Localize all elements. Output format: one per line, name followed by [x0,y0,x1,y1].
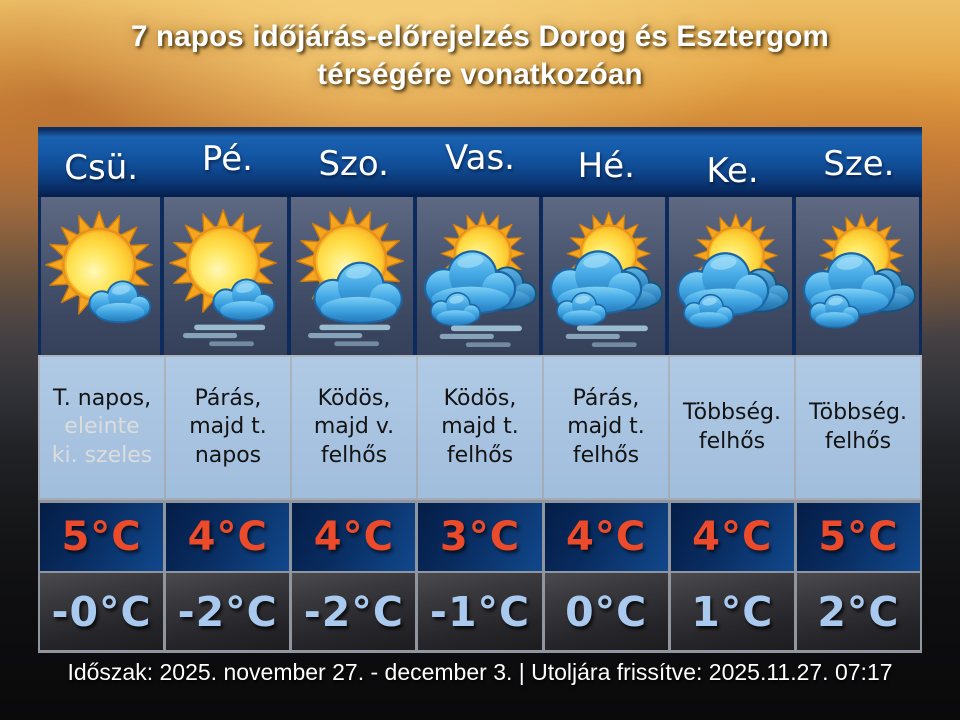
low-temperature: -2°C [166,573,290,650]
day-label-friday: Pé. [201,139,253,179]
icon-cell [543,197,670,355]
day-label-tuesday: Ke. [706,151,759,191]
high-temperature: 4°C [166,503,290,571]
day-label-monday: Hé. [577,146,635,186]
high-temperature: 3°C [418,503,542,571]
high-temperature: 5°C [796,503,920,571]
mostly-sunny-small-cloud-icon [42,205,160,347]
low-temperature: 0°C [544,573,668,650]
high-temperature: 4°C [544,503,668,571]
mostly-cloudy-icon [798,205,916,347]
icon-cell [416,197,544,355]
foggy-then-mostly-cloudy-icon [419,205,537,347]
high-temperature: 5°C [40,503,164,571]
low-temperature: -1°C [418,573,542,650]
page-title: 7 napos időjárás-előrejelzés Dorog és Es… [131,20,829,91]
day-header-row: Csü. Pé. Szo. Vas. Hé. Ke. Sze. [38,127,922,197]
high-temperature-row: 5°C 4°C 4°C 3°C 4°C 4°C 5°C [38,500,922,573]
low-temperature: 2°C [796,573,920,650]
hazy-then-mostly-sunny-icon [166,205,284,347]
low-temperature: -0°C [40,573,164,650]
low-temperature-row: -0°C -2°C -2°C -1°C 0°C 1°C 2°C [38,573,922,653]
icon-cell [38,197,165,355]
foggy-then-partly-cloudy-icon [293,205,411,347]
forecast-table: Csü. Pé. Szo. Vas. Hé. Ke. Sze. T. napos… [38,127,922,653]
day-label-thursday: Csü. [64,148,139,188]
description-row: T. napos, eleinte ki. szeles Párás, majd … [38,355,922,500]
weather-description: Párás, majd t. napos [166,357,290,498]
icon-cell [669,197,796,355]
mostly-cloudy-icon [672,205,790,347]
period-and-updated-caption: Időszak: 2025. november 27. - december 3… [67,659,893,685]
low-temperature: 1°C [670,573,794,650]
hazy-then-mostly-cloudy-icon [545,205,663,347]
weather-description: T. napos, eleinte ki. szeles [40,357,164,498]
day-label-wednesday: Sze. [823,144,895,184]
weather-icon-row [38,197,922,355]
high-temperature: 4°C [670,503,794,571]
icon-cell [164,197,291,355]
weather-description: Párás, majd t. felhős [544,357,668,498]
weather-description: Ködös, majd v. felhős [292,357,416,498]
icon-cell [795,197,922,355]
low-temperature: -2°C [292,573,416,650]
weather-description: Többség. felhős [796,357,920,498]
icon-cell [290,197,417,355]
weather-description: Többség. felhős [670,357,794,498]
day-label-saturday: Szo. [318,144,389,184]
high-temperature: 4°C [292,503,416,571]
day-label-sunday: Vas. [445,138,515,178]
weather-description: Ködös, majd t. felhős [418,357,542,498]
